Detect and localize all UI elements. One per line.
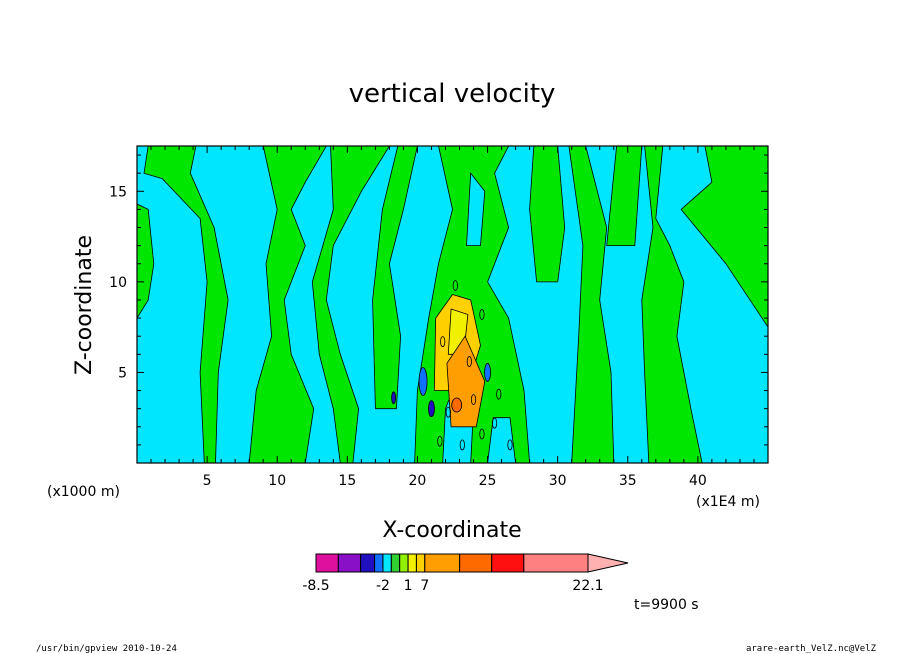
contour-cell (507, 439, 513, 451)
colorbar-box (424, 553, 461, 573)
colorbar-box (390, 553, 401, 573)
colorbar: -8.5 -2 1 7 22.1 (302, 553, 629, 594)
x-tick-label: 5 (203, 473, 212, 489)
updraft-region (529, 146, 566, 283)
plot-frame (136, 145, 769, 464)
contour-cell (440, 336, 446, 348)
colorbar-tick-label: 7 (420, 578, 429, 594)
chart-title: vertical velocity (349, 79, 556, 109)
footer-right: arare-earth_VelZ.nc@VelZ (746, 644, 877, 654)
time-label: t=9900 s (634, 597, 699, 613)
colorbar-box (523, 553, 589, 573)
colorbar-box (374, 553, 384, 573)
x-tick-label: 20 (409, 473, 427, 489)
y-tick-label: 15 (109, 184, 127, 200)
contour-cell (470, 394, 477, 406)
updraft-region (311, 146, 390, 463)
x-axis-label: X-coordinate (382, 518, 521, 543)
updraft-region (248, 146, 327, 463)
downdraft-pocket (466, 172, 486, 247)
x-tick-label: 30 (549, 473, 567, 489)
updraft-region (568, 146, 615, 463)
y-tick-label: 10 (109, 275, 127, 291)
footer-left: /usr/bin/gpview 2010-10-24 (36, 644, 177, 654)
x-tick-label: 15 (338, 473, 356, 489)
y-axis: 5 10 15 (109, 154, 768, 446)
colorbar-box (459, 553, 493, 573)
contour-cell (466, 356, 472, 367)
x-tick-label: 25 (479, 473, 497, 489)
colorbar-box (491, 553, 525, 573)
contour-cell (452, 280, 458, 291)
downdraft-cell (484, 363, 491, 382)
colorbar-box (360, 553, 376, 573)
colorbar-tick-label: -8.5 (302, 578, 329, 594)
updraft-region (680, 146, 768, 328)
updraft-region (372, 146, 418, 410)
contour-cell (491, 417, 498, 429)
y-axis-label: Z-coordinate (72, 235, 97, 375)
colorbar-box (407, 553, 417, 573)
colorbar-box (337, 553, 362, 573)
colorbar-extension (587, 553, 629, 573)
updraft-region (143, 146, 229, 463)
contour-cell (445, 406, 451, 418)
x-axis: 5 10 15 20 25 30 35 40 (150, 146, 755, 489)
x-tick-label: 35 (619, 473, 637, 489)
downdraft-pocket (487, 417, 517, 463)
colorbar-box (399, 553, 409, 573)
colorbar-box (382, 553, 392, 573)
colorbar-box (315, 553, 339, 573)
x-tick-label: 40 (689, 473, 707, 489)
updraft-region (606, 146, 643, 247)
updraft-region (137, 203, 155, 319)
contour-cell (459, 439, 465, 451)
x-unit-left: (x1000 m) (47, 484, 120, 500)
downdraft-cell (418, 367, 428, 396)
x-unit-right: (x1E4 m) (696, 494, 760, 510)
updraft-max (451, 397, 463, 413)
colorbar-tick-label: 22.1 (572, 578, 603, 594)
downdraft-cell (391, 391, 397, 405)
colorbar-tick-label: -2 (376, 578, 390, 594)
field-contours (137, 146, 768, 463)
y-tick-label: 5 (118, 365, 127, 381)
contour-cell (479, 428, 485, 440)
contour-cell (437, 435, 443, 447)
updraft-region (641, 146, 703, 463)
contour-cell (496, 388, 502, 400)
x-tick-label: 10 (268, 473, 286, 489)
colorbar-tick-label: 1 (404, 578, 413, 594)
plot-area (137, 146, 768, 463)
downdraft-cell (428, 400, 435, 418)
colorbar-box (415, 553, 426, 573)
contour-cell (479, 309, 485, 320)
